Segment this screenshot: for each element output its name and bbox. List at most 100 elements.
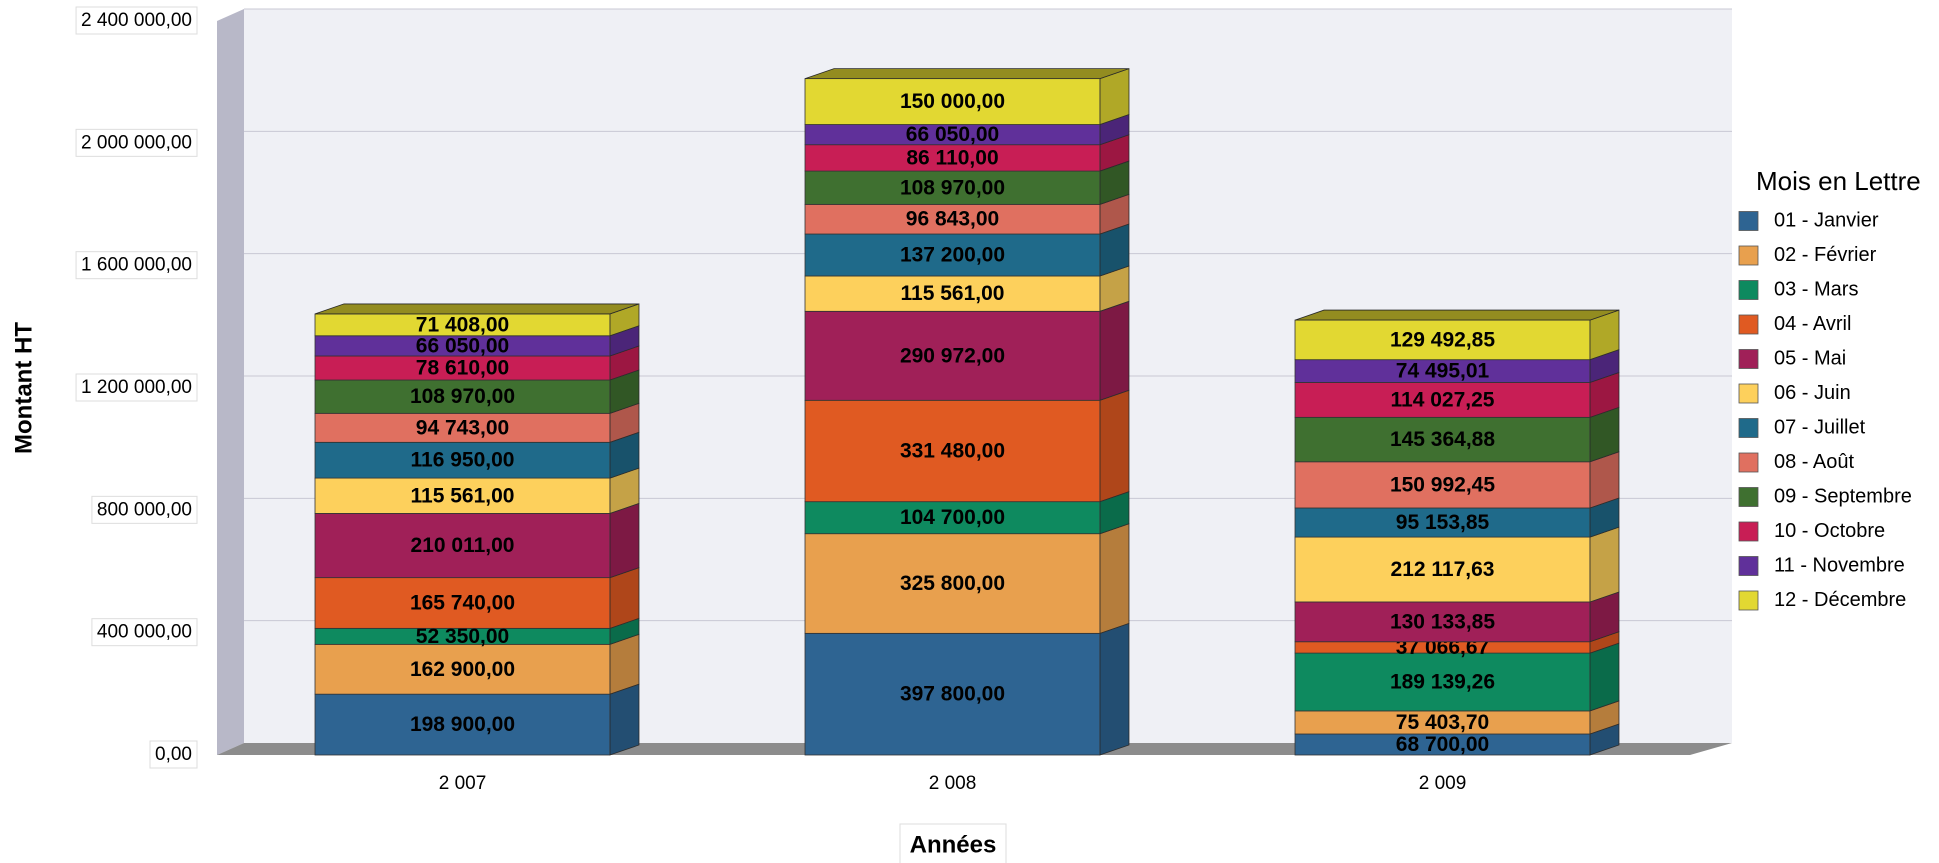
bar-segment [314, 693, 611, 756]
y-tick-box [91, 495, 198, 524]
value-label: 66 050,00 [906, 123, 999, 146]
bar-side-shade [1590, 372, 1619, 418]
bar-side-shade [1100, 390, 1129, 502]
value-label: 86 110,00 [906, 146, 998, 169]
legend-swatch [1738, 211, 1759, 231]
legend-label: 12 - Décembre [1774, 589, 1906, 611]
bar-side-shade [1590, 631, 1619, 654]
legend-swatch [1738, 418, 1759, 438]
bar-side-shade [1100, 623, 1129, 755]
bar-side-shade [1100, 523, 1129, 634]
value-label: 137 200,00 [900, 244, 1005, 267]
bar-side-shade [610, 634, 639, 695]
legend-swatch [1738, 521, 1759, 542]
value-label: 74 495,01 [1396, 360, 1490, 383]
bar-side-shade [610, 684, 639, 755]
value-label: 198 900,00 [410, 713, 515, 736]
bar-side-shade [1100, 491, 1129, 534]
y-axis-title: Montant HT [10, 322, 37, 454]
bar-side-shade [610, 618, 639, 645]
value-label: 150 992,45 [1390, 473, 1495, 496]
value-label: 212 117,63 [1391, 558, 1495, 581]
bar-side-shade [1100, 224, 1129, 276]
bar-segment [314, 577, 611, 629]
bar-side-shade [1100, 194, 1129, 235]
legend-swatch [1738, 383, 1759, 404]
bar-segment [314, 513, 611, 579]
value-label: 331 480,00 [900, 440, 1005, 463]
legend-swatch [1738, 556, 1759, 576]
legend-swatch [1738, 452, 1759, 473]
value-label: 290 972,00 [900, 344, 1005, 367]
legend-label: 10 - Octobre [1774, 520, 1885, 542]
value-label: 325 800,00 [900, 572, 1005, 595]
legend-label: 09 - Septembre [1774, 485, 1912, 507]
bar-side-shade [1590, 407, 1619, 462]
x-tick-label: 2 008 [929, 773, 977, 794]
legend-title: Mois en Lettre [1756, 166, 1921, 196]
bar-side-shade [1100, 265, 1129, 312]
bar-side-shade [610, 503, 639, 578]
bar-side-shade [610, 303, 639, 336]
legend-label: 02 - Février [1774, 244, 1877, 266]
bar-segment [1294, 382, 1591, 418]
legend-swatch [1738, 245, 1759, 266]
value-label: 66 050,00 [416, 334, 509, 357]
legend-label: 01 - Janvier [1774, 209, 1879, 231]
value-label: 150 000,00 [900, 90, 1005, 113]
bar-segment [804, 399, 1101, 503]
bar-side-shade [610, 468, 639, 514]
value-label: 145 364,88 [1390, 428, 1495, 451]
y-tick-label: 1 200 000,00 [81, 377, 192, 398]
value-label: 108 970,00 [410, 385, 515, 408]
bar-top [1294, 309, 1620, 321]
bar-segment [1294, 319, 1591, 361]
value-label: 108 970,00 [900, 176, 1005, 199]
value-label: 78 610,00 [416, 357, 509, 380]
value-label: 71 408,00 [416, 313, 509, 336]
bar-side-shade [1590, 700, 1619, 734]
bar-side-shade [1100, 161, 1129, 205]
bar-side-shade [610, 370, 639, 414]
bar-segment [804, 632, 1101, 756]
bar-side-shade [1590, 527, 1619, 602]
value-label: 95 153,85 [1396, 511, 1490, 534]
value-label: 114 027,25 [1391, 388, 1495, 411]
value-label: 94 743,00 [416, 416, 509, 439]
value-label: 68 700,00 [1396, 733, 1489, 756]
y-tick-box [149, 740, 198, 769]
legend-label: 04 - Avril [1774, 313, 1851, 335]
bar-segment [804, 533, 1101, 634]
value-label: 96 843,00 [906, 208, 999, 231]
bar-side-shade [610, 403, 639, 443]
bar-segment [804, 310, 1101, 401]
legend-label: 05 - Mai [1774, 347, 1846, 369]
bar-side-shade [1590, 310, 1619, 360]
value-label: 210 011,00 [411, 534, 515, 557]
bar-side-shade [1590, 451, 1619, 508]
bar-side-shade [1590, 349, 1619, 383]
side-wall [217, 9, 244, 755]
value-label: 75 403,70 [1396, 711, 1489, 734]
legend-label: 06 - Juin [1774, 382, 1851, 404]
bar-side-shade [1100, 134, 1129, 172]
bar-segment [1294, 652, 1591, 712]
bar-side-shade [610, 567, 639, 629]
bar-top-shade [805, 68, 1129, 79]
y-tick-box [91, 618, 198, 647]
value-label: 116 950,00 [411, 449, 515, 472]
x-tick-label: 2 007 [439, 773, 487, 794]
bar-side-shade [1100, 301, 1129, 401]
y-tick-label: 800 000,00 [97, 499, 192, 520]
bar-top [314, 303, 640, 315]
legend-swatch [1738, 590, 1759, 611]
legend-swatch [1738, 487, 1759, 507]
bar-segment [314, 477, 611, 514]
bar-segment [314, 379, 611, 414]
value-label: 165 740,00 [410, 592, 515, 615]
bar-segment [804, 78, 1101, 125]
value-label: 129 492,85 [1390, 328, 1495, 351]
y-tick-label: 2 000 000,00 [81, 132, 192, 153]
legend-label: 11 - Novembre [1774, 554, 1905, 576]
y-tick-label: 1 600 000,00 [81, 255, 192, 276]
